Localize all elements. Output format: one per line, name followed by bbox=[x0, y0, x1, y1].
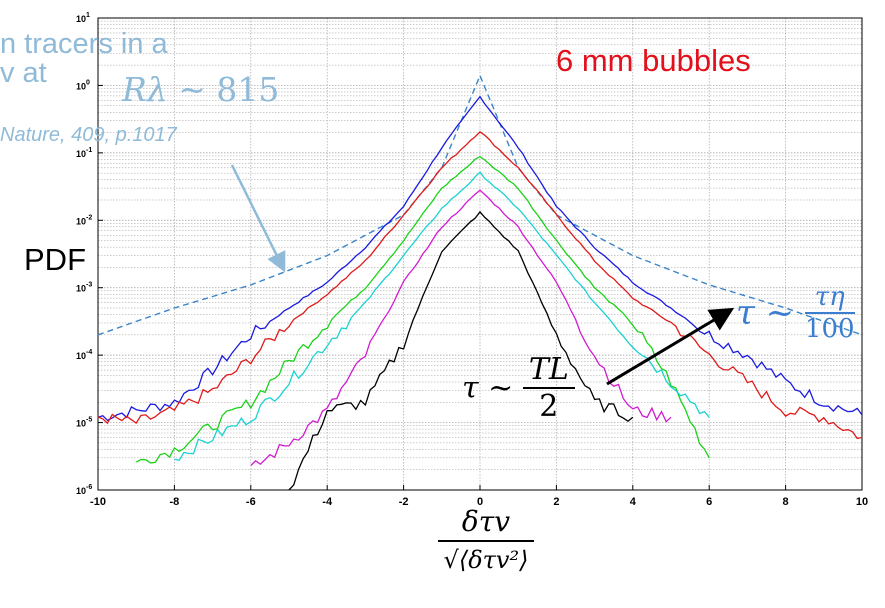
y-tick-label: 10-4 bbox=[76, 349, 92, 361]
tracers-annotation: n tracers in a v at bbox=[0, 30, 168, 88]
x-axis-label: δτv √⟨δτv²⟩ bbox=[386, 505, 586, 574]
x-tick-label: -2 bbox=[399, 496, 409, 508]
reynolds-annotation: Rλ ~ 815 bbox=[122, 70, 279, 109]
y-tick-label: 10-5 bbox=[76, 417, 92, 429]
tau-small-annotation: τ ~ TL 2 bbox=[462, 352, 575, 424]
reference-arrow bbox=[230, 164, 286, 273]
x-axis-denominator: √⟨δτv²⟩ bbox=[443, 546, 529, 574]
y-tick-label: 100 bbox=[76, 79, 90, 91]
series-line-0 bbox=[97, 73, 863, 336]
series-line-1 bbox=[97, 95, 863, 422]
axis-ticks: -10 -8 -6 -4 -2 0 2 4 6 8 10 101 100 10-1 10-2 10-3 10-4… bbox=[76, 12, 868, 508]
series-line-5 bbox=[250, 189, 672, 467]
bubbles-label: 6 mm bubbles bbox=[556, 43, 751, 78]
annotation-arrows bbox=[230, 164, 735, 386]
flow-at-line: v at bbox=[0, 57, 47, 89]
x-tick-label: 2 bbox=[553, 496, 559, 508]
series-line-6 bbox=[288, 210, 634, 491]
series-line-4 bbox=[174, 171, 710, 462]
x-tick-label: -10 bbox=[90, 496, 106, 508]
y-tick-label: 101 bbox=[76, 12, 90, 24]
tau-large-denominator: 100 bbox=[804, 314, 855, 344]
reynolds-symbol: Rλ bbox=[122, 70, 168, 109]
tau-large-lhs: τ ~ bbox=[736, 293, 795, 333]
x-tick-label: -4 bbox=[322, 496, 333, 508]
x-tick-label: 10 bbox=[856, 496, 868, 508]
x-tick-label: 6 bbox=[706, 496, 712, 508]
series-line-2 bbox=[97, 131, 863, 440]
series-line-3 bbox=[135, 155, 710, 464]
tau-small-denominator: 2 bbox=[539, 389, 559, 424]
x-axis-numerator: δτv bbox=[437, 505, 535, 542]
x-tick-label: 0 bbox=[477, 496, 483, 508]
y-tick-label: 10-3 bbox=[76, 282, 92, 294]
tau-arrow bbox=[606, 307, 735, 386]
tau-large-annotation: τ ~ τη 100 bbox=[736, 282, 855, 344]
y-tick-label: 10-1 bbox=[76, 147, 92, 159]
x-tick-label: -6 bbox=[246, 496, 256, 508]
tau-small-lhs: τ ~ bbox=[462, 370, 514, 406]
reynolds-value: ~ 815 bbox=[178, 70, 280, 109]
pdf-ylabel: PDF bbox=[24, 242, 86, 277]
x-tick-label: -8 bbox=[170, 496, 180, 508]
tau-large-numerator: τη bbox=[804, 282, 855, 314]
y-tick-label: 10-6 bbox=[76, 484, 92, 496]
series-group bbox=[97, 73, 863, 491]
tau-small-numerator: TL bbox=[522, 352, 575, 389]
grid bbox=[97, 18, 863, 491]
nature-reference: Nature, 409, p.1017 bbox=[0, 124, 177, 146]
tracers-line: n tracers in a bbox=[0, 28, 168, 60]
x-tick-label: 8 bbox=[783, 496, 789, 508]
y-tick-label: 10-2 bbox=[76, 214, 92, 226]
x-tick-label: 4 bbox=[630, 496, 637, 508]
